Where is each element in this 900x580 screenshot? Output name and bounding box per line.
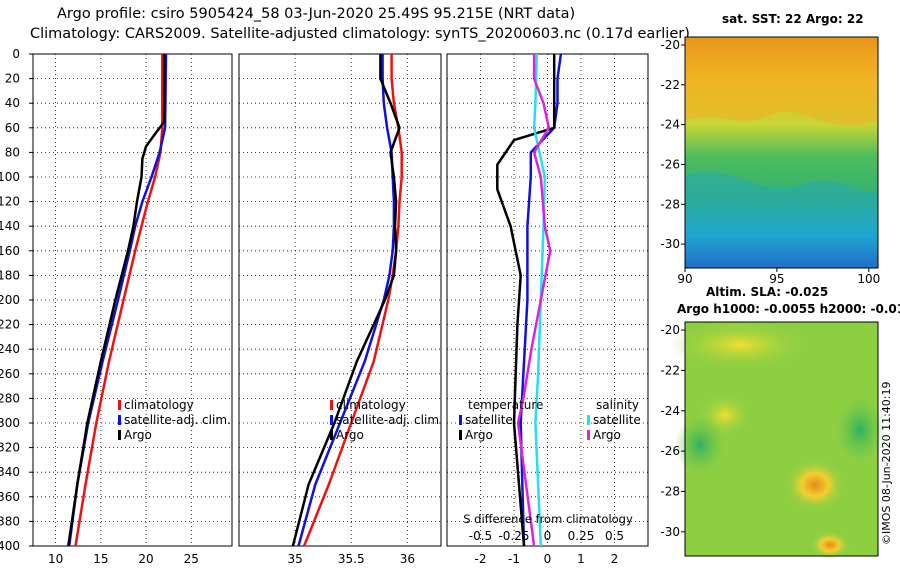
sst-map-xtick-label: 100 xyxy=(857,272,880,286)
sla-map-title: Altim. SLA: -0.025 xyxy=(706,285,829,299)
salinity-panel-xtick-label: 35 xyxy=(287,552,302,566)
temperature-panel-xtick-label: 15 xyxy=(93,552,108,566)
salinity-legend-swatch xyxy=(330,400,333,410)
sst-map-ytick-label: -20 xyxy=(660,38,680,52)
sst-map-xtick-label: 90 xyxy=(677,272,692,286)
sla-map-frame xyxy=(684,321,879,557)
sla-map-ytick-label: -26 xyxy=(660,444,680,458)
sst-map-ytick-label: -22 xyxy=(660,78,680,92)
temperature-panel-frame xyxy=(32,53,233,547)
sst-map-xtick-label: 95 xyxy=(769,272,784,286)
sst-map-warm-front xyxy=(685,37,878,126)
depth-tick-label: 340 xyxy=(0,465,20,479)
depth-tick-label: 60 xyxy=(5,121,20,135)
salinity-diff-tick-label: 0 xyxy=(544,529,552,543)
salinity-diff-legend-label: satellite xyxy=(593,413,641,427)
sla-blob-green-right xyxy=(835,395,885,465)
difference-panel-xtick-label: -1 xyxy=(508,552,520,566)
depth-tick-label: 400 xyxy=(0,539,20,553)
temperature-diff-legend-label: Argo xyxy=(465,428,493,442)
temperature-diff-legend-swatch xyxy=(459,430,462,440)
salinity-diff-tick-label: 0.25 xyxy=(568,529,595,543)
temperature-legend-label: climatology xyxy=(124,398,194,412)
temperature-panel-xtick-label: 25 xyxy=(184,552,199,566)
temperature-diff-legend-swatch xyxy=(459,415,462,425)
temperature-legend-swatch xyxy=(118,415,121,425)
depth-tick-label: 260 xyxy=(0,367,20,381)
salinity-series-climatology xyxy=(302,54,403,547)
depth-tick-label: 0 xyxy=(12,47,20,61)
difference-panel-xtick-label: 2 xyxy=(611,552,619,566)
salinity-diff-legend-label: Argo xyxy=(593,428,621,442)
depth-tick-label: 380 xyxy=(0,514,20,528)
depth-tick-label: 300 xyxy=(0,416,20,430)
difference-series-temperature-argo xyxy=(496,54,556,547)
sla-map-ytick-label: -24 xyxy=(660,404,680,418)
salinity-panel-xtick-label: 35.5 xyxy=(338,552,365,566)
salinity-diff-legend-swatch xyxy=(587,430,590,440)
sla-blob-yellow-top xyxy=(670,320,810,370)
temperature-panel-xtick-label: 20 xyxy=(138,552,153,566)
difference-panel-xtick-label: -2 xyxy=(475,552,487,566)
sla-map-ytick-label: -28 xyxy=(660,484,680,498)
salinity-diff-tick-label: -0.25 xyxy=(498,529,529,543)
temperature-legend-swatch xyxy=(118,430,121,440)
salinity-legend-label: satellite-adj. clim. xyxy=(336,413,443,427)
sla-map-ytick-label: -22 xyxy=(660,363,680,377)
depth-tick-label: 120 xyxy=(0,195,20,209)
depth-tick-label: 360 xyxy=(0,490,20,504)
salinity-diff-tick-label: 0.5 xyxy=(605,529,624,543)
difference-xlabel: S difference from climatology xyxy=(463,512,633,526)
salinity-legend-swatch xyxy=(330,415,333,425)
difference-series-salinity-argo xyxy=(516,54,552,547)
temperature-diff-legend-label: satellite xyxy=(465,413,513,427)
depth-tick-label: 140 xyxy=(0,219,20,233)
temperature-legend-swatch xyxy=(118,400,121,410)
difference-series-temperature-satellite xyxy=(519,53,563,547)
temperature-diff-legend-title: temperature xyxy=(468,398,543,412)
temperature-legend-label: Argo xyxy=(124,428,152,442)
sst-map-frame xyxy=(684,36,879,269)
depth-tick-label: 200 xyxy=(0,293,20,307)
salinity-legend-swatch xyxy=(330,430,333,440)
depth-tick-label: 100 xyxy=(0,170,20,184)
sla-blob-yellow-bottom xyxy=(810,531,850,559)
depth-tick-label: 280 xyxy=(0,391,20,405)
sst-map-cool-patch xyxy=(685,171,878,268)
salinity-panel-xtick-label: 36 xyxy=(400,552,415,566)
depth-tick-label: 320 xyxy=(0,441,20,455)
depth-tick-label: 240 xyxy=(0,342,20,356)
depth-tick-label: 20 xyxy=(5,72,20,86)
profile-title: Argo profile: csiro 5905424_58 03-Jun-20… xyxy=(57,6,576,22)
sst-map-ytick-label: -24 xyxy=(660,118,680,132)
depth-tick-label: 220 xyxy=(0,318,20,332)
difference-series-salinity-satellite xyxy=(532,53,547,547)
temperature-series-argo xyxy=(67,54,166,547)
salinity-legend-label: Argo xyxy=(336,428,364,442)
difference-panel-xtick-label: 1 xyxy=(577,552,585,566)
sst-map-ytick-label: -28 xyxy=(660,197,680,211)
salinity-series-argo xyxy=(291,54,401,547)
sst-map-ytick-label: -30 xyxy=(660,237,680,251)
sla-map-ytick-label: -30 xyxy=(660,525,680,539)
temperature-legend-label: satellite-adj. clim. xyxy=(124,413,231,427)
sla-map-ytick-label: -20 xyxy=(660,323,680,337)
sla-blob-orange xyxy=(785,459,845,511)
salinity-legend-label: climatology xyxy=(336,398,406,412)
climatology-title: Climatology: CARS2009. Satellite-adjuste… xyxy=(30,26,690,42)
sla-blob-green xyxy=(675,415,725,475)
sst-map-ytick-label: -26 xyxy=(660,157,680,171)
argo-height-title: Argo h1000: -0.0055 h2000: -0.013 xyxy=(677,302,900,316)
depth-tick-label: 80 xyxy=(5,145,20,159)
depth-tick-label: 180 xyxy=(0,268,20,282)
depth-tick-label: 160 xyxy=(0,244,20,258)
depth-tick-label: 40 xyxy=(5,96,20,110)
salinity-diff-legend-swatch xyxy=(587,415,590,425)
temperature-panel-xtick-label: 10 xyxy=(48,552,63,566)
salinity-diff-legend-title: salinity xyxy=(596,398,639,412)
difference-panel-xtick-label: 0 xyxy=(544,552,552,566)
salinity-diff-tick-label: -0.5 xyxy=(469,529,492,543)
sst-map-title: sat. SST: 22 Argo: 22 xyxy=(722,12,864,26)
